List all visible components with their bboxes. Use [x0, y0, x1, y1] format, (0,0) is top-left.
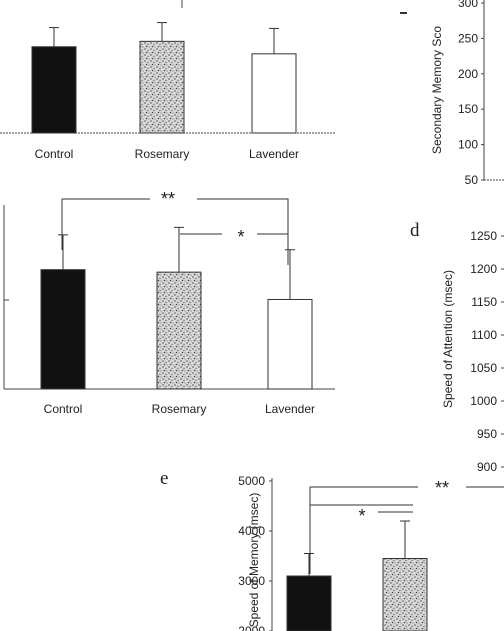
panel-c-category-labels: Control Rosemary Lavender	[44, 402, 315, 416]
panel-e: e 2000 3000 4000 5000 Speed of Memory (msec…	[160, 468, 504, 631]
y-tick-label-50: 50	[465, 173, 479, 187]
y-tick-label-150: 150	[458, 102, 478, 116]
category-label-rosemary: Rosemary	[135, 147, 190, 161]
bar-rosemary	[156, 271, 202, 390]
panel-c: Control Rosemary Lavender ** *	[3, 189, 335, 416]
panel-b-letter-fragment	[400, 12, 407, 14]
y-tick-label-950: 950	[477, 427, 497, 441]
panel-b: 50 100 150 200 250 300 Secondary Memory Sco	[400, 0, 504, 187]
y-tick-label-1100: 1100	[471, 328, 497, 342]
y-tick-label-200: 200	[458, 67, 478, 81]
y-tick-label-1200: 1200	[470, 262, 497, 276]
panel-b-y-ticks: 50 100 150 200 250 300	[458, 0, 484, 187]
bar-control	[31, 46, 77, 134]
y-tick-label-100: 100	[458, 138, 478, 152]
panel-e-significance-double-label: **	[435, 478, 449, 498]
y-tick-label-1150: 1150	[471, 295, 497, 309]
panel-c-bracket-right	[197, 198, 289, 265]
panel-c-significance-double: **	[61, 189, 289, 265]
category-label-control: Control	[35, 147, 74, 161]
panel-c-significance-single: *	[180, 227, 288, 247]
panel-d-letter: d	[410, 220, 420, 241]
y-tick-label-1050: 1050	[470, 361, 497, 375]
panel-d-y-axis-label: Speed of Attention (msec)	[441, 270, 455, 408]
category-label-control: Control	[44, 402, 83, 416]
y-tick-label-2000: 2000	[238, 624, 265, 631]
y-tick-label-5000: 5000	[238, 474, 265, 488]
panel-e-y-axis-label: Speed of Memory (msec)	[247, 493, 261, 628]
panel-a-bars	[31, 22, 297, 134]
panel-c-bars	[40, 226, 313, 390]
panel-e-significance-single-label: *	[358, 506, 365, 526]
panel-e-y-ticks: 2000 3000 4000 5000	[238, 474, 272, 631]
y-tick-label-3000: 3000	[238, 574, 265, 588]
category-label-rosemary: Rosemary	[152, 402, 207, 416]
bar-lavender	[251, 53, 297, 134]
y-tick-label-250: 250	[458, 31, 478, 45]
panel-c-bracket-left	[61, 198, 150, 250]
bar-lavender	[267, 298, 313, 390]
bar-control	[286, 575, 332, 631]
panel-e-letter: e	[160, 468, 168, 489]
panel-b-y-axis-label: Secondary Memory Sco	[430, 26, 444, 154]
panel-c-significance-double-label: **	[161, 189, 175, 209]
panel-e-significance-double: **	[309, 478, 504, 574]
panel-c-significance-single-label: *	[237, 227, 244, 247]
category-label-lavender: Lavender	[249, 147, 299, 161]
panel-d: d 900 950 1000 1050 1100 1150 1200 1250 Speed o…	[410, 220, 504, 474]
bar-control	[40, 269, 86, 390]
panel-e-bracket-outer	[309, 486, 418, 574]
y-tick-label-300: 300	[458, 0, 478, 10]
panel-a: Control Rosemary Lavender	[0, 0, 335, 161]
y-tick-label-1000: 1000	[470, 394, 497, 408]
bar-rosemary	[139, 40, 185, 134]
panel-e-bars	[286, 520, 428, 631]
bar-rosemary	[382, 558, 428, 631]
y-tick-label-1250: 1250	[470, 229, 497, 243]
category-label-lavender: Lavender	[265, 402, 315, 416]
panel-d-y-ticks: 900 950 1000 1050 1100 1150 1200 1250	[470, 229, 504, 474]
y-tick-label-4000: 4000	[238, 524, 265, 538]
y-tick-label-900: 900	[477, 460, 497, 474]
panel-e-significance-single: *	[309, 504, 413, 526]
panel-a-category-labels: Control Rosemary Lavender	[35, 147, 299, 161]
